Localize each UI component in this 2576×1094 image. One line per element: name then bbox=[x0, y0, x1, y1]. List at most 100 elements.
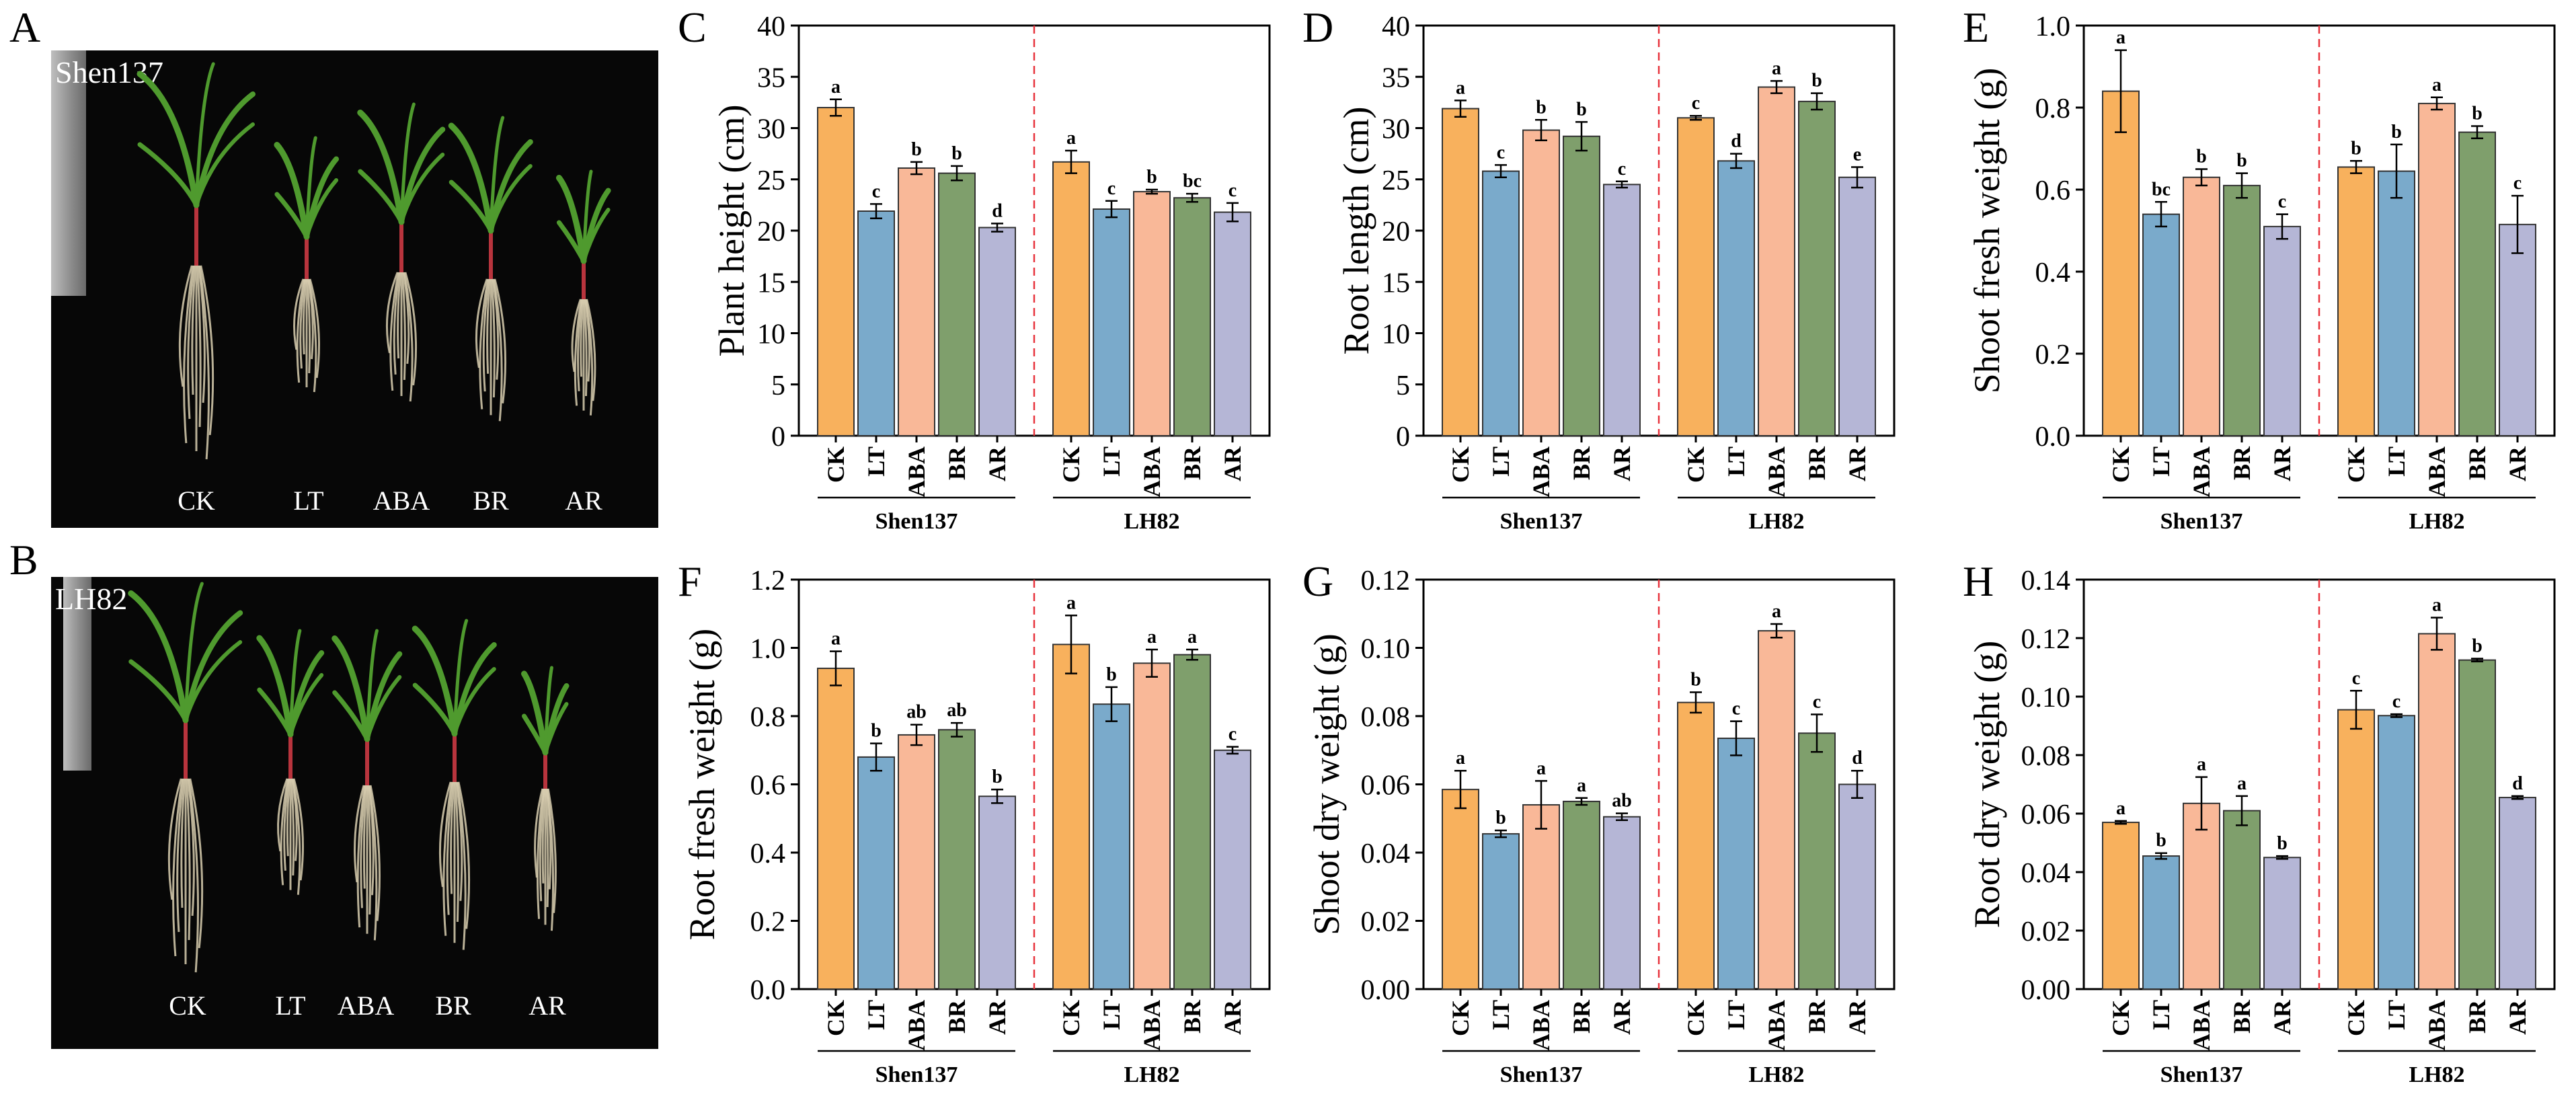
x-tick-label: ABA bbox=[1138, 446, 1165, 498]
leaf bbox=[256, 635, 294, 738]
root bbox=[385, 272, 399, 354]
bar-br bbox=[938, 172, 976, 436]
root bbox=[198, 265, 210, 460]
group-label: Shen137 bbox=[2160, 1062, 2243, 1087]
root bbox=[368, 785, 378, 941]
significance-letter: c bbox=[1618, 159, 1626, 180]
root bbox=[541, 788, 546, 884]
group-label: LH82 bbox=[1748, 509, 1804, 534]
root bbox=[479, 278, 490, 409]
y-tick-label: 40 bbox=[1382, 11, 1410, 42]
y-tick-label: 30 bbox=[757, 114, 785, 145]
bar-lt bbox=[1482, 833, 1520, 990]
y-axis-label: Root dry weight (g) bbox=[1967, 641, 2007, 928]
leaf bbox=[448, 180, 494, 233]
bar-br bbox=[1798, 732, 1836, 990]
root bbox=[280, 778, 289, 886]
significance-letter: a bbox=[2432, 75, 2442, 95]
root bbox=[539, 788, 545, 902]
seedling bbox=[256, 629, 325, 895]
bar-ck bbox=[2102, 90, 2140, 437]
x-tick-label: BR bbox=[1179, 446, 1206, 480]
significance-letter: c bbox=[1107, 178, 1116, 199]
x-tick-label: ABA bbox=[2423, 446, 2450, 498]
root bbox=[283, 778, 290, 871]
significance-letter: c bbox=[1228, 724, 1237, 745]
root bbox=[360, 785, 366, 908]
y-tick-label: 0.10 bbox=[1361, 634, 1411, 665]
bar-ar bbox=[978, 795, 1016, 990]
leaf bbox=[194, 122, 255, 207]
x-tick-label: LT bbox=[1723, 1000, 1750, 1030]
y-tick-label: 35 bbox=[757, 63, 785, 93]
significance-letter: b bbox=[2277, 833, 2288, 854]
seedling bbox=[274, 136, 340, 393]
x-tick-label: BR bbox=[2228, 999, 2255, 1033]
root bbox=[369, 785, 381, 921]
x-tick-label: ABA bbox=[903, 446, 930, 498]
root bbox=[492, 278, 500, 380]
y-tick-label: 0.04 bbox=[2021, 858, 2071, 889]
root bbox=[366, 785, 372, 915]
significance-letter: a bbox=[1066, 128, 1076, 149]
x-tick-label: CK bbox=[2107, 446, 2134, 483]
root bbox=[536, 788, 545, 919]
bar-aba bbox=[1133, 662, 1171, 990]
bar-ar bbox=[2499, 223, 2536, 436]
panel-letter: D bbox=[1302, 3, 1333, 51]
leaf bbox=[365, 629, 379, 741]
significance-letter: bc bbox=[1183, 171, 1202, 192]
significance-letter: d bbox=[992, 200, 1003, 221]
x-tick-label: CK bbox=[1682, 1000, 1709, 1036]
bar-br bbox=[2223, 184, 2261, 436]
x-tick-label: AR bbox=[2504, 446, 2531, 481]
significance-letter: a bbox=[1536, 758, 1546, 779]
significance-letter: a bbox=[1772, 58, 1781, 79]
significance-letter: c bbox=[2352, 668, 2360, 689]
significance-letter: ab bbox=[1612, 791, 1632, 812]
panel-letter: H bbox=[1963, 557, 1994, 605]
significance-letter: b bbox=[871, 721, 882, 742]
leaf bbox=[331, 635, 370, 742]
y-tick-label: 0 bbox=[1396, 422, 1410, 453]
seedling bbox=[555, 169, 611, 416]
root bbox=[188, 778, 199, 973]
bar-lt bbox=[2378, 170, 2415, 437]
significance-letter: b bbox=[2472, 635, 2483, 656]
leaf bbox=[136, 71, 200, 208]
root bbox=[397, 272, 402, 359]
y-tick-label: 0.04 bbox=[1361, 838, 1411, 869]
significance-letter: b bbox=[992, 767, 1003, 787]
significance-letter: b bbox=[2472, 103, 2483, 124]
significance-letter: a bbox=[2237, 773, 2247, 794]
significance-letter: c bbox=[1732, 699, 1740, 719]
bar-br bbox=[1173, 197, 1211, 436]
root bbox=[546, 788, 555, 931]
y-tick-label: 0.8 bbox=[2035, 93, 2071, 124]
root bbox=[356, 785, 366, 928]
bar-aba bbox=[898, 734, 935, 990]
seedling bbox=[136, 62, 256, 460]
root bbox=[584, 299, 594, 416]
group-label: Shen137 bbox=[1500, 1062, 1583, 1087]
significance-letter: b bbox=[911, 139, 922, 160]
significance-letter: b bbox=[2156, 830, 2167, 851]
bar-ck bbox=[817, 667, 855, 990]
significance-letter: b bbox=[2391, 122, 2402, 143]
panel-letter: C bbox=[678, 3, 707, 51]
x-tick-label: AR bbox=[1844, 999, 1871, 1035]
significance-letter: d bbox=[2512, 773, 2523, 794]
leaf bbox=[555, 175, 587, 264]
panel-letter-a: A bbox=[9, 3, 41, 51]
y-tick-label: 20 bbox=[1382, 217, 1410, 247]
significance-letter: a bbox=[831, 629, 841, 650]
significance-letter: c bbox=[2278, 192, 2286, 212]
root bbox=[186, 778, 195, 916]
y-axis-label: Shoot fresh weight (g) bbox=[1967, 68, 2007, 393]
bar-ar bbox=[978, 227, 1016, 436]
y-tick-label: 0.08 bbox=[2021, 741, 2071, 772]
x-tick-label: AR bbox=[1219, 999, 1246, 1035]
bar-br bbox=[938, 729, 976, 990]
x-tick-label: CK bbox=[822, 446, 849, 483]
